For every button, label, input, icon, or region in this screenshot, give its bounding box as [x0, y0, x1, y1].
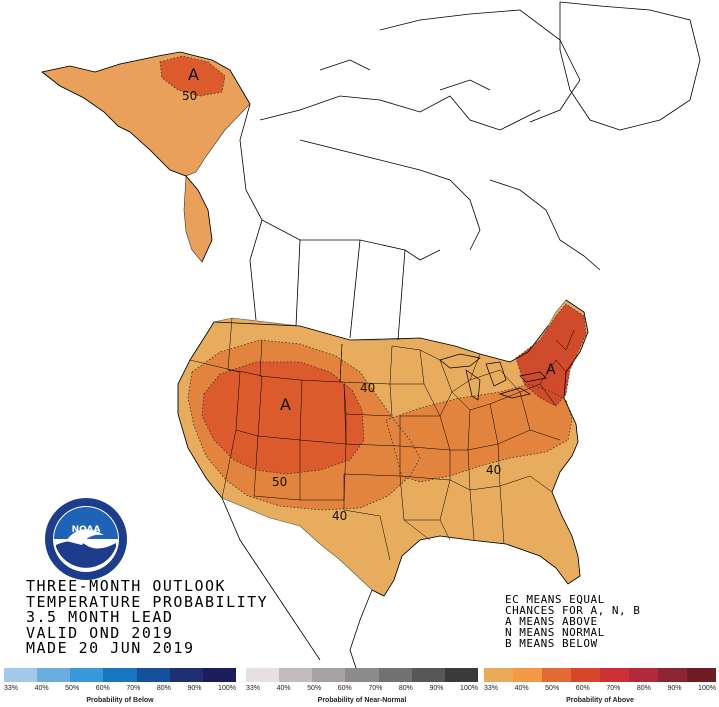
- legend-normal-tick: 100%: [460, 685, 478, 692]
- legend-normal-swatch: [444, 668, 478, 682]
- west-category-label: A: [280, 395, 291, 414]
- legend-normal-colorbar: [246, 668, 478, 682]
- northeast-category-label: A: [546, 362, 556, 378]
- southeast-contour-label: 40: [486, 463, 501, 477]
- legend-normal-ticks: 33% 40% 50% 60% 70% 80% 90% 100%: [246, 685, 478, 692]
- title-line-2: TEMPERATURE PROBABILITY: [26, 592, 269, 611]
- legend-above: 33% 40% 50% 60% 70% 80% 90% 100% Probability of…: [484, 668, 716, 707]
- legend-normal-swatch: [246, 668, 280, 682]
- legend-above-swatch: [484, 668, 513, 682]
- legend-above-tick: 40%: [514, 685, 529, 692]
- south-contour-label: 40: [332, 509, 347, 523]
- west-50-shading: [202, 362, 364, 474]
- ec-key-block: EC MEANS EQUAL CHANCES FOR A, N, B A MEA…: [505, 594, 640, 649]
- title-line-1: THREE-MONTH OUTLOOK: [26, 577, 227, 595]
- legend-normal-tick: 40%: [276, 685, 291, 692]
- legend-above-swatch: [687, 668, 716, 682]
- legend-below-tick: 70%: [126, 685, 141, 692]
- state-outlines: [189, 317, 575, 561]
- legend-below-tick: 40%: [34, 685, 49, 692]
- key-line-4: N MEANS NORMAL: [505, 626, 605, 639]
- title-line-5: MADE 20 JUN 2019: [26, 639, 195, 657]
- legend-below-tick: 100%: [218, 685, 236, 692]
- southwest-contour-label: 50: [272, 475, 287, 489]
- legend-below-swatch: [136, 668, 170, 682]
- legend-normal-tick: 33%: [246, 685, 261, 692]
- legend-below-tick: 90%: [187, 685, 202, 692]
- legend-below: 33% 40% 50% 60% 70% 80% 90% 100% Probability of…: [4, 668, 236, 707]
- legend-below-tick: 60%: [95, 685, 110, 692]
- east-40-shading: [386, 384, 572, 482]
- outlook-title-block: THREE-MONTH OUTLOOK TEMPERATURE PROBABIL…: [26, 577, 269, 657]
- legend-below-swatch: [103, 668, 137, 682]
- legend-above-swatch: [542, 668, 571, 682]
- legend-normal-tick: 80%: [398, 685, 413, 692]
- legend-below-colorbar: [4, 668, 236, 682]
- key-line-1: EC MEANS EQUAL: [505, 593, 605, 606]
- legend-normal-caption: Probability of Near-Normal: [317, 697, 407, 704]
- alaska-contour-label: 50: [182, 89, 197, 103]
- title-line-3: 3.5 MONTH LEAD: [26, 608, 174, 626]
- plains-contour-label: 40: [360, 381, 375, 395]
- legend-above-ticks: 33% 40% 50% 60% 70% 80% 90% 100%: [484, 685, 716, 692]
- legend-below-tick: 80%: [156, 685, 171, 692]
- legend-normal-swatch: [345, 668, 379, 682]
- legend-above-swatch: [629, 668, 658, 682]
- legend-above-tick: 100%: [698, 685, 716, 692]
- legend-above-swatch: [571, 668, 600, 682]
- legend-above-swatch: [513, 668, 542, 682]
- legend-below-swatch: [37, 668, 71, 682]
- legend-above-colorbar: [484, 668, 716, 682]
- legend-below-swatch: [202, 668, 236, 682]
- contour-lines: [159, 55, 587, 511]
- legend-normal-swatch: [312, 668, 346, 682]
- legend-above-tick: 70%: [606, 685, 621, 692]
- legend-normal-tick: 70%: [368, 685, 383, 692]
- legend-above-tick: 80%: [636, 685, 651, 692]
- legend-below-swatch: [4, 668, 38, 682]
- legend-below-ticks: 33% 40% 50% 60% 70% 80% 90% 100%: [4, 685, 236, 692]
- legend-normal-tick: 90%: [429, 685, 444, 692]
- legend-above-tick: 60%: [575, 685, 590, 692]
- legend-above-caption: Probability of Above: [566, 697, 634, 704]
- legend-normal-tick: 60%: [337, 685, 352, 692]
- legend-normal: 33% 40% 50% 60% 70% 80% 90% 100% Probability of…: [246, 668, 478, 707]
- legend-above-tick: 33%: [484, 685, 499, 692]
- legend-below-caption: Probability of Below: [86, 697, 154, 704]
- legend-below-swatch: [169, 668, 203, 682]
- legend-above-swatch: [600, 668, 629, 682]
- alaska-50-shading: [160, 56, 225, 96]
- title-line-4: VALID OND 2019: [26, 623, 174, 642]
- country-outlines: [41, 1, 701, 681]
- legend-normal-tick: 50%: [307, 685, 322, 692]
- legend-below-tick: 50%: [65, 685, 80, 692]
- noaa-logo-text: NOAA: [72, 525, 101, 535]
- legend-above-tick: 90%: [667, 685, 682, 692]
- key-line-5: B MEANS BELOW: [505, 637, 598, 650]
- great-lakes: [439, 353, 547, 401]
- legend-above-tick: 50%: [545, 685, 560, 692]
- legend-normal-swatch: [411, 668, 445, 682]
- key-line-2: CHANCES FOR A, N, B: [505, 604, 641, 617]
- noaa-logo: NOAA: [45, 498, 127, 580]
- legend-below-tick: 33%: [4, 685, 19, 692]
- legend-normal-swatch: [378, 668, 412, 682]
- legend-above-swatch: [658, 668, 687, 682]
- legend-normal-swatch: [279, 668, 313, 682]
- key-line-3: A MEANS ABOVE: [505, 615, 598, 628]
- alaska-category-label: A: [188, 65, 199, 84]
- legend-below-swatch: [70, 668, 104, 682]
